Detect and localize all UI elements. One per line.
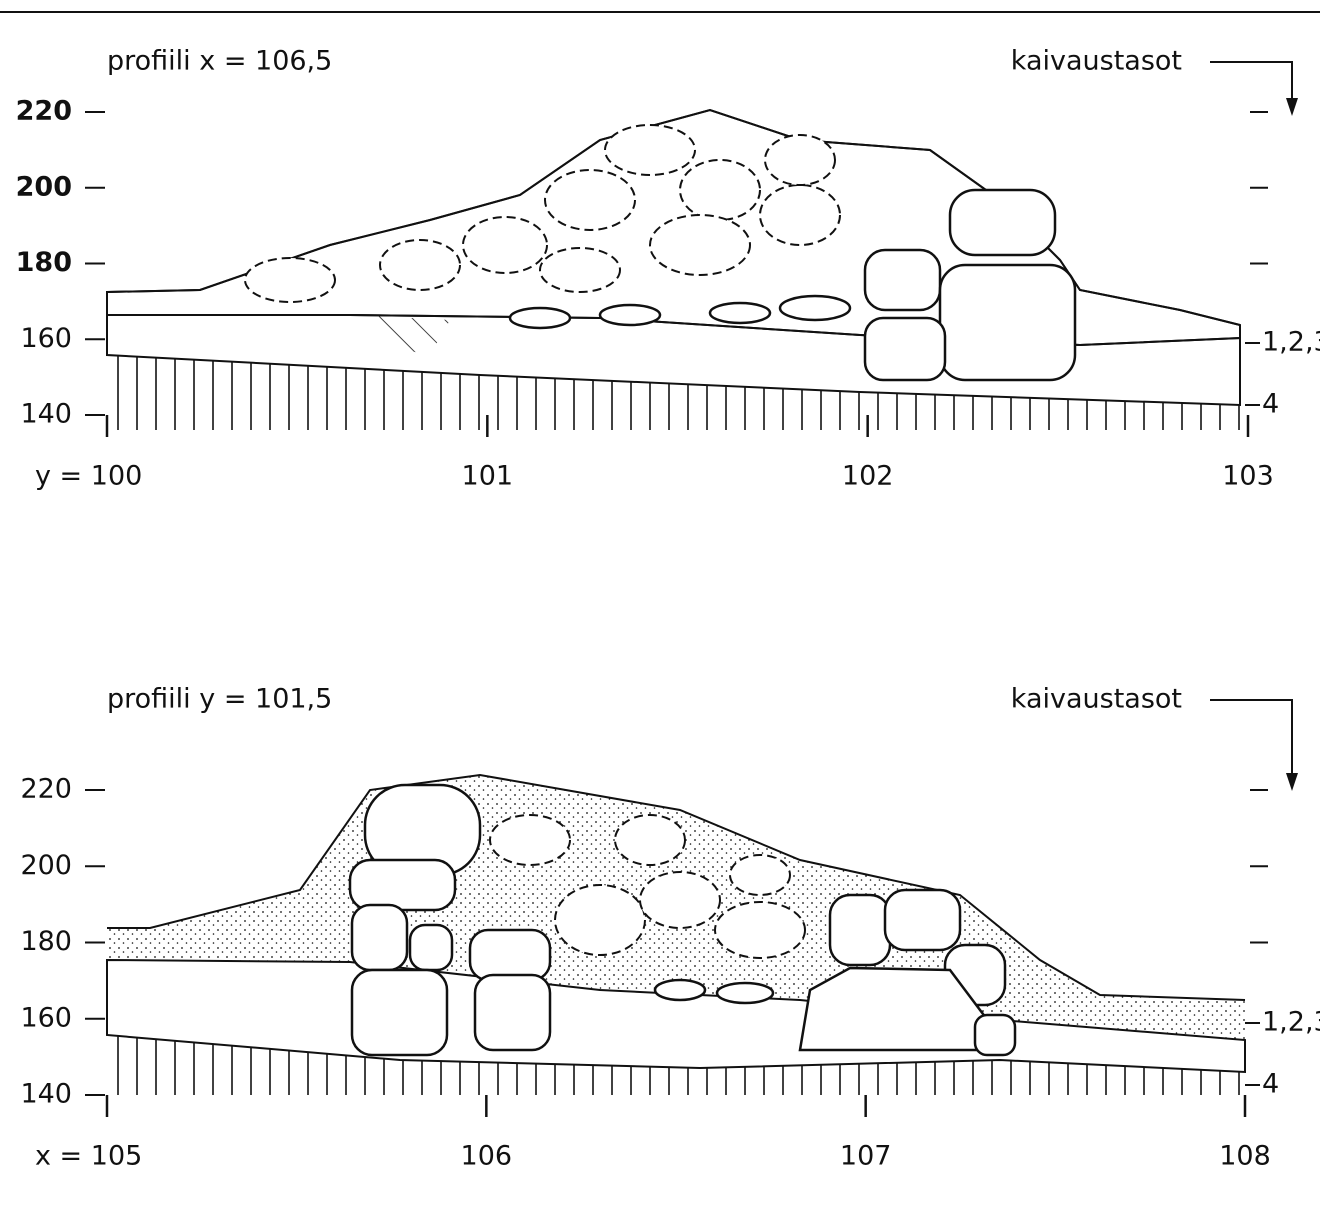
stone (680, 160, 760, 220)
stone (545, 170, 635, 230)
stone (830, 895, 890, 965)
stone (950, 190, 1055, 255)
stone (245, 258, 335, 302)
stone (352, 970, 447, 1055)
x-tick-label: y = 100 (35, 461, 142, 492)
y-tick-label: 140 (20, 399, 72, 430)
x-tick-label: 108 (1219, 1141, 1271, 1172)
page: profiili x = 106,5 kaivaustasot 220 200 180 1… (0, 0, 1320, 1205)
stone (350, 860, 455, 910)
arrow (1210, 700, 1292, 780)
y-tick-label: 180 (20, 926, 72, 957)
arrow (1210, 62, 1292, 105)
stone (605, 125, 695, 175)
stone (780, 296, 850, 320)
stone (715, 902, 805, 958)
stone (380, 240, 460, 290)
stone (940, 265, 1075, 380)
layer-cross (350, 315, 450, 355)
stone (717, 983, 773, 1003)
level-label: 1,2,3 (1262, 1007, 1320, 1038)
profile-drawing (107, 700, 1298, 1095)
y-tick-label: 160 (20, 323, 72, 354)
level-label: 4 (1262, 1069, 1279, 1100)
y-tick-label: 180 (16, 247, 72, 278)
x-tick-label: 107 (840, 1141, 892, 1172)
stone (410, 925, 452, 970)
stone (640, 872, 720, 928)
stone (760, 185, 840, 245)
stone (555, 885, 645, 955)
stone (510, 308, 570, 328)
x-tick-label: 103 (1222, 461, 1274, 492)
level-label: 4 (1262, 389, 1279, 420)
y-tick-label: 220 (20, 774, 72, 805)
stone (975, 1015, 1015, 1055)
stone (463, 217, 547, 273)
x-tick-label: 102 (842, 461, 894, 492)
stone (615, 815, 685, 865)
y-tick-label: 160 (20, 1002, 72, 1033)
stone (865, 250, 940, 310)
stone (490, 815, 570, 865)
profile-title: profiili y = 101,5 (107, 684, 332, 715)
x-tick-label: x = 105 (35, 1141, 142, 1172)
levels-label: kaivaustasot (1011, 46, 1182, 77)
profile-title: profiili x = 106,5 (107, 46, 332, 77)
arrow-head (1286, 98, 1298, 116)
stone (765, 135, 835, 185)
stone (352, 905, 407, 970)
stone (865, 318, 945, 380)
stone (730, 855, 790, 895)
y-tick-label: 140 (20, 1079, 72, 1110)
stone (655, 980, 705, 1000)
x-tick-label: 101 (462, 461, 514, 492)
y-tick-label: 200 (16, 171, 72, 202)
subsoil (107, 1035, 1245, 1095)
y-tick-label: 220 (16, 96, 72, 127)
x-tick-label: 106 (461, 1141, 513, 1172)
stone (885, 890, 960, 950)
level-label: 1,2,3 (1262, 327, 1320, 358)
stone (600, 305, 660, 325)
stone (470, 930, 550, 980)
stone (475, 975, 550, 1050)
levels-label: kaivaustasot (1011, 684, 1182, 715)
y-tick-label: 200 (20, 850, 72, 881)
profile-drawing (107, 62, 1298, 430)
arrow-head (1286, 773, 1298, 791)
stone (710, 303, 770, 323)
stone (540, 248, 620, 292)
stone (650, 215, 750, 275)
